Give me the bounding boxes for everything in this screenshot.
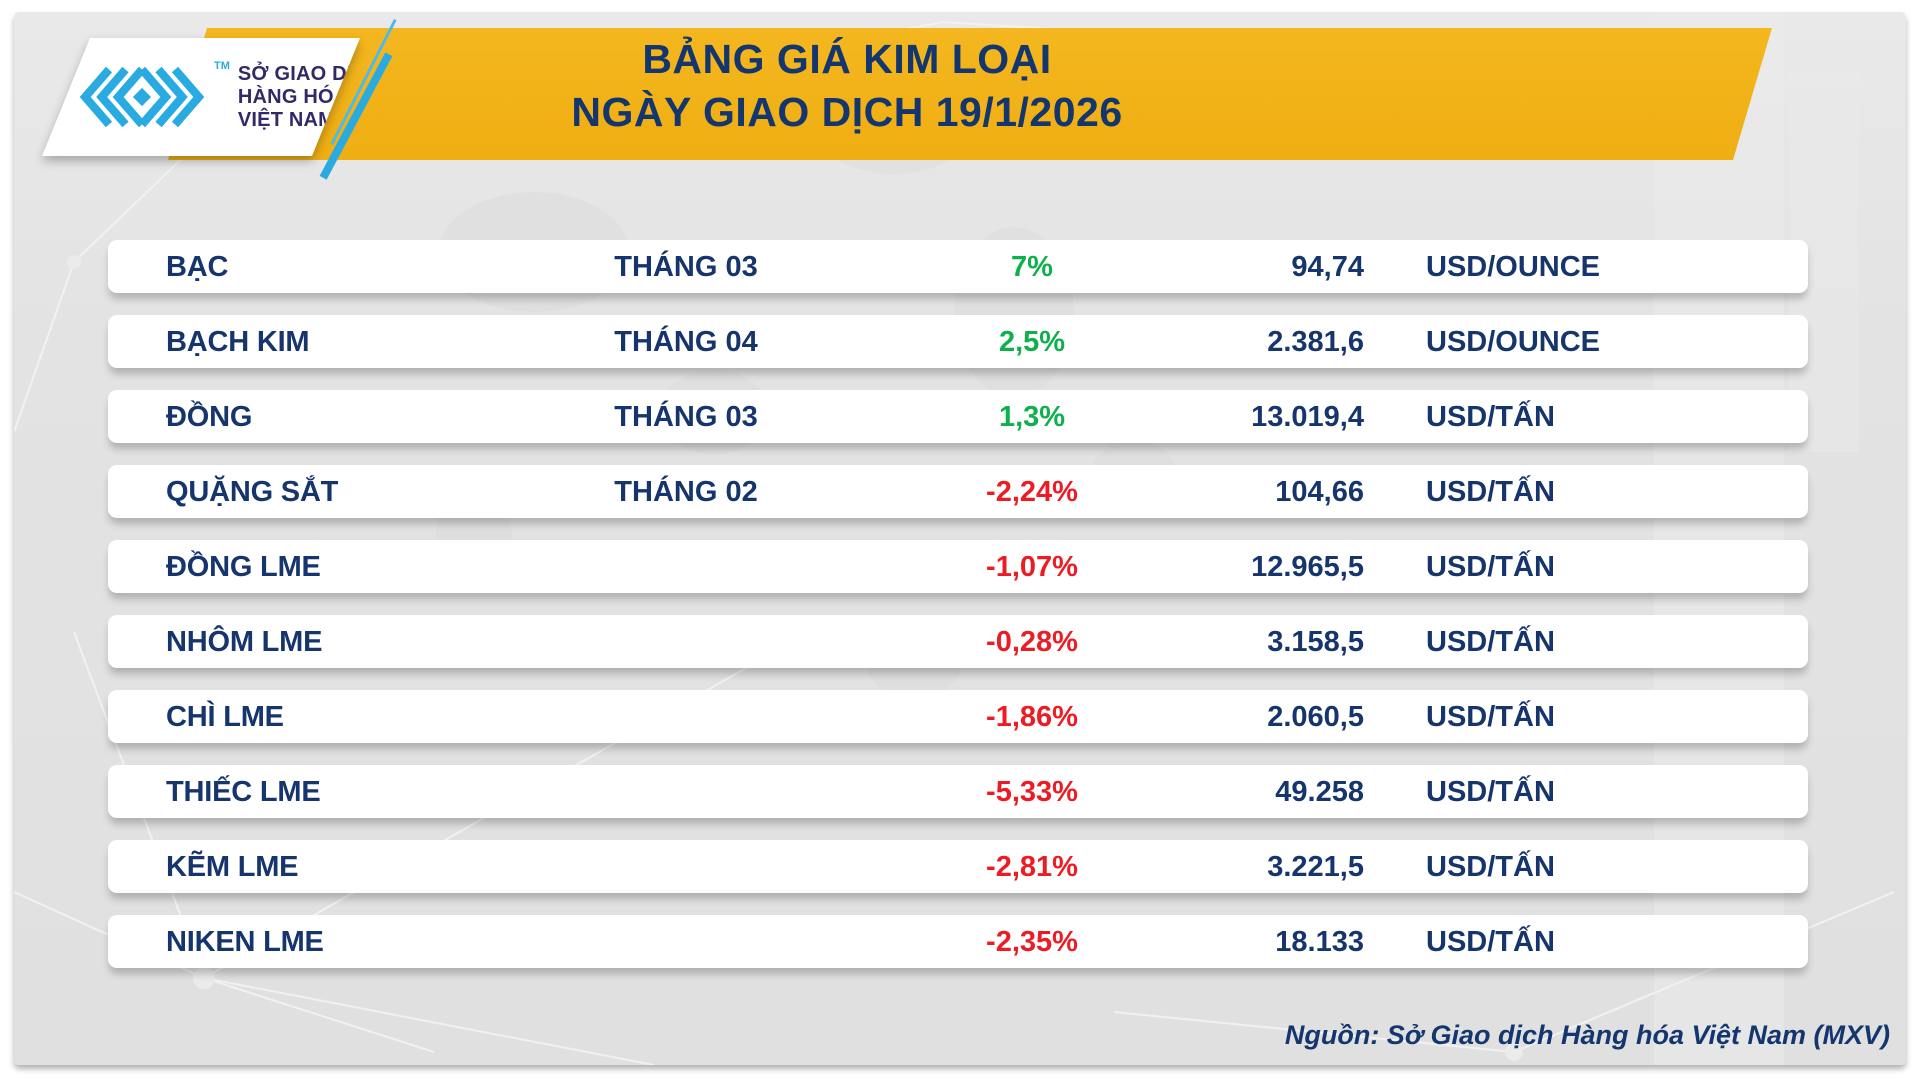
contract-month: THÁNG 02 [614, 476, 758, 508]
percent-change: -2,81% [986, 851, 1078, 883]
price-unit: USD/OUNCE [1426, 251, 1601, 283]
table-row: NIKEN LME -2,35% 18.133 USD/TẤN [108, 915, 1808, 968]
price-unit: USD/TẤN [1426, 551, 1555, 583]
table-row: ĐỒNG LME -1,07% 12.965,5 USD/TẤN [108, 540, 1808, 593]
percent-change: -2,35% [986, 926, 1078, 958]
price-value: 104,66 [1275, 476, 1364, 508]
table-row: KẼM LME -2,81% 3.221,5 USD/TẤN [108, 840, 1808, 893]
price-unit: USD/TẤN [1426, 776, 1555, 808]
commodity-name: KẼM LME [166, 851, 299, 883]
table-row: NHÔM LME -0,28% 3.158,5 USD/TẤN [108, 615, 1808, 668]
percent-change: -1,86% [986, 701, 1078, 733]
price-unit: USD/TẤN [1426, 701, 1555, 733]
price-value: 2.060,5 [1267, 701, 1364, 733]
price-unit: USD/TẤN [1426, 926, 1555, 958]
page-title-line2: NGÀY GIAO DỊCH 19/1/2026 [571, 89, 1123, 135]
price-unit: USD/TẤN [1426, 476, 1555, 508]
contract-month: THÁNG 04 [614, 326, 758, 358]
percent-change: -2,24% [986, 476, 1078, 508]
title-banner [168, 28, 1772, 160]
percent-change: 2,5% [998, 326, 1066, 358]
page-title-line1: BẢNG GIÁ KIM LOẠI [642, 36, 1052, 82]
price-value: 18.133 [1275, 926, 1364, 958]
price-value: 2.381,6 [1267, 326, 1364, 358]
org-line-3: VIỆT NAM [237, 108, 336, 131]
price-unit: USD/TẤN [1426, 626, 1555, 658]
table-row: BẠCH KIM THÁNG 04 2,5% 2.381,6 USD/OUNCE [108, 315, 1808, 368]
commodity-name: ĐỒNG LME [166, 551, 321, 583]
commodity-name: CHÌ LME [166, 701, 284, 733]
table-row: CHÌ LME -1,86% 2.060,5 USD/TẤN [108, 690, 1808, 743]
price-value: 94,74 [1291, 251, 1364, 283]
percent-change: -1,07% [986, 551, 1078, 583]
percent-change: -0,28% [986, 626, 1078, 658]
price-value: 12.965,5 [1251, 551, 1364, 583]
mxv-logo-shape: TM SỞ GIAO DỊCH HÀNG HÓA VIỆT NAM [42, 38, 360, 156]
price-value: 3.221,5 [1267, 851, 1364, 883]
table-row: ĐỒNG THÁNG 03 1,3% 13.019,4 USD/TẤN [108, 390, 1808, 443]
infographic-canvas: BẢNG GIÁ KIM LOẠI NGÀY GIAO DỊCH 19/1/20… [14, 12, 1906, 1065]
table-row: BẠC THÁNG 03 7% 94,74 USD/OUNCE [108, 240, 1808, 293]
mxv-chevrons-icon [72, 64, 212, 130]
commodity-name: BẠC [166, 251, 229, 283]
commodity-name: ĐỒNG [166, 401, 253, 433]
trademark-label: TM [214, 60, 230, 72]
contract-month: THÁNG 03 [614, 251, 758, 283]
price-value: 13.019,4 [1251, 401, 1364, 433]
commodity-name: BẠCH KIM [166, 326, 310, 358]
org-line-2: HÀNG HÓA [237, 85, 349, 108]
table-row: THIẾC LME -5,33% 49.258 USD/TẤN [108, 765, 1808, 818]
price-unit: USD/TẤN [1426, 401, 1555, 433]
percent-change: -5,33% [986, 776, 1078, 808]
price-unit: USD/TẤN [1426, 851, 1555, 883]
commodity-name: NHÔM LME [166, 626, 323, 658]
mxv-org-name: SỞ GIAO DỊCH HÀNG HÓA VIỆT NAM [238, 63, 382, 132]
percent-change: 7% [1011, 251, 1053, 283]
mxv-logo-card: TM SỞ GIAO DỊCH HÀNG HÓA VIỆT NAM [42, 38, 360, 156]
price-unit: USD/OUNCE [1426, 326, 1601, 358]
commodity-name: NIKEN LME [166, 926, 324, 958]
commodity-name: QUẶNG SẮT [166, 476, 339, 508]
price-table: BẠC THÁNG 03 7% 94,74 USD/OUNCE BẠCH KIM… [108, 240, 1808, 990]
percent-change: 1,3% [998, 401, 1066, 433]
page-title: BẢNG GIÁ KIM LOẠI NGÀY GIAO DỊCH 19/1/20… [207, 33, 1487, 139]
commodity-name: THIẾC LME [166, 776, 321, 808]
price-value: 49.258 [1275, 776, 1364, 808]
source-note: Nguồn: Sở Giao dịch Hàng hóa Việt Nam (M… [1284, 1020, 1890, 1050]
contract-month: THÁNG 03 [614, 401, 758, 433]
table-row: QUẶNG SẮT THÁNG 02 -2,24% 104,66 USD/TẤN [108, 465, 1808, 518]
price-value: 3.158,5 [1267, 626, 1364, 658]
